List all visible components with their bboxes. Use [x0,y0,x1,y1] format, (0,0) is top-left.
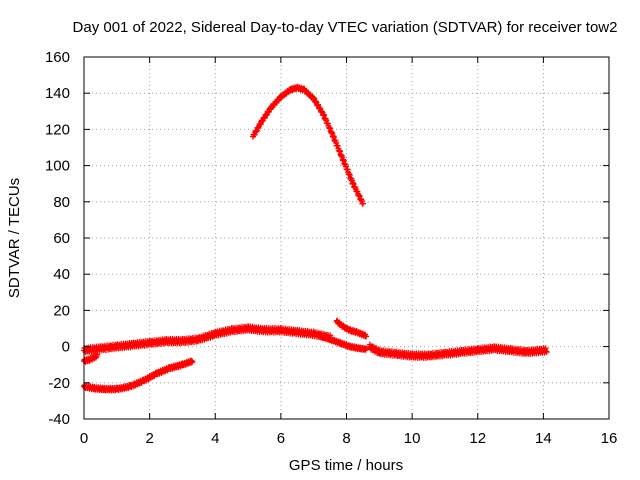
x-tick-label: 2 [145,430,153,447]
data-point-marker [189,358,196,365]
y-tick-label: 80 [53,194,70,211]
data-point-marker [359,200,366,207]
x-tick-label: 16 [601,430,618,447]
data-point-marker [94,351,101,358]
y-tick-label: -40 [48,411,70,428]
y-tick-label: 20 [53,302,70,319]
axis-tick-labels: 0 2 4 6 8 10 12 14 16 -40 -20 0 20 40 60 80 100 120 140 160 [45,49,617,447]
x-tick-label: 0 [80,430,88,447]
x-tick-label: 10 [404,430,421,447]
axis-ticks [83,56,610,420]
series-arc-7 [81,351,101,365]
data-point-marker [363,333,370,340]
y-tick-label: 40 [53,266,70,283]
series-arc-5 [317,331,370,354]
series-arc-4 [333,317,370,340]
y-tick-label: 60 [53,230,70,247]
y-tick-label: 160 [45,49,70,66]
y-tick-label: 140 [45,85,70,102]
x-tick-label: 8 [342,430,350,447]
y-axis-label: SDTVAR / TECUs [6,178,23,298]
x-axis-label: GPS time / hours [289,457,403,474]
series-arc-6 [366,341,550,361]
x-tick-label: 14 [535,430,552,447]
y-tick-label: -20 [48,375,70,392]
chart-title: Day 001 of 2022, Sidereal Day-to-day VTE… [73,19,618,36]
data-point-marker [543,349,550,356]
series-arc-2 [81,357,196,394]
x-tick-label: 6 [277,430,285,447]
data-series [81,83,550,394]
y-tick-label: 120 [45,121,70,138]
series-arc-3 [249,83,366,207]
series-arc-1 [81,323,334,356]
y-tick-label: 0 [62,339,70,356]
x-tick-label: 12 [469,430,486,447]
x-tick-label: 4 [211,430,219,447]
grid-lines [84,57,609,419]
y-tick-label: 100 [45,158,70,175]
